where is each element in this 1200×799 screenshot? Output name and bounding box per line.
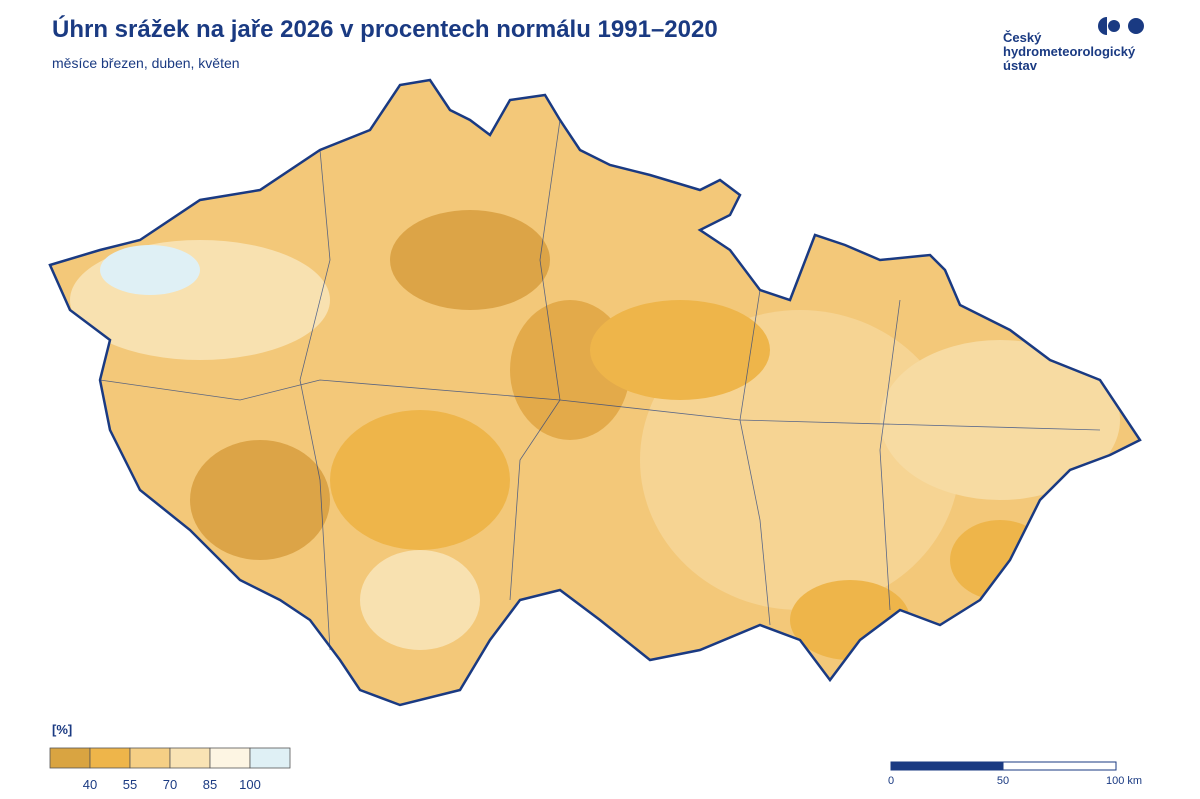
scale-label: 0 <box>888 775 894 787</box>
legend-swatch <box>209 747 251 769</box>
scale-bar: 0 50 100 km <box>888 761 1142 787</box>
legend-label: 40 <box>83 777 97 792</box>
legend-swatch <box>249 747 291 769</box>
legend-unit: [%] <box>52 722 72 737</box>
legend-label: 55 <box>123 777 137 792</box>
scale-label: 50 <box>997 775 1009 787</box>
legend-swatch <box>89 747 131 769</box>
legend: [%] 40 55 70 85 100 <box>49 722 291 792</box>
legend-swatch <box>129 747 171 769</box>
legend-label: 70 <box>163 777 177 792</box>
map-title: Úhrn srážek na jaře 2026 v procentech no… <box>52 16 718 43</box>
legend-swatch <box>49 747 91 769</box>
scale-label: 100 km <box>1106 775 1142 787</box>
legend-label: 85 <box>203 777 217 792</box>
logo-mark <box>1097 17 1144 35</box>
logo-line: ústav <box>1003 58 1037 73</box>
region-borders <box>99 119 1101 651</box>
map-subtitle: měsíce březen, duben, květen <box>52 55 240 71</box>
legend-label: 100 <box>239 777 261 792</box>
logo-text: Český hydrometeorologický ústav <box>1003 31 1135 73</box>
legend-swatch <box>169 747 211 769</box>
logo-line: Český <box>1003 30 1042 45</box>
logo-line: hydrometeorologický <box>1003 44 1136 59</box>
